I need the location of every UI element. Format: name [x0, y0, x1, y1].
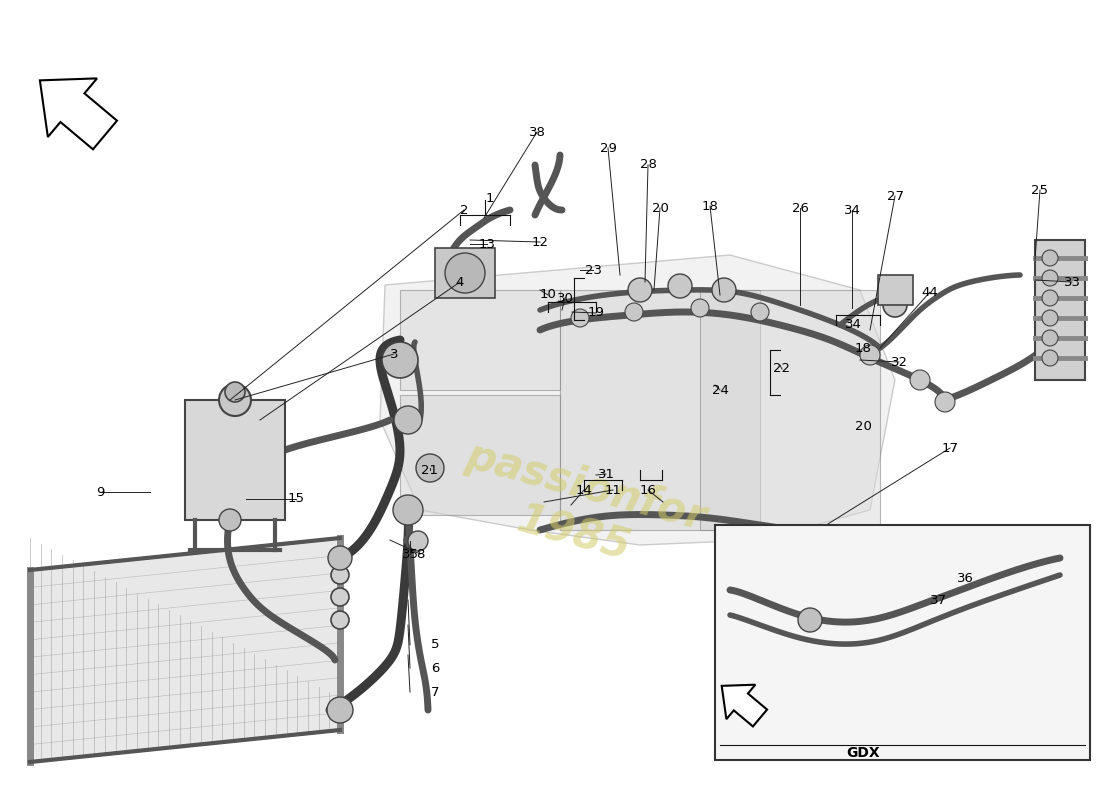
Circle shape: [625, 303, 644, 321]
FancyBboxPatch shape: [400, 290, 560, 390]
Circle shape: [883, 293, 908, 317]
Circle shape: [668, 274, 692, 298]
FancyBboxPatch shape: [1035, 240, 1085, 380]
Circle shape: [798, 608, 822, 632]
Text: 8: 8: [416, 547, 425, 561]
Text: 13: 13: [478, 238, 495, 250]
Text: GDX: GDX: [846, 746, 880, 760]
Text: 36: 36: [957, 571, 974, 585]
Circle shape: [571, 309, 588, 327]
Polygon shape: [40, 78, 117, 150]
Circle shape: [1042, 250, 1058, 266]
Text: 22: 22: [773, 362, 791, 375]
Circle shape: [1042, 350, 1058, 366]
FancyBboxPatch shape: [400, 395, 560, 515]
Text: 37: 37: [930, 594, 946, 606]
Text: 27: 27: [887, 190, 903, 202]
Text: 14: 14: [575, 483, 593, 497]
Text: 31: 31: [597, 467, 615, 481]
Text: 35: 35: [402, 547, 418, 561]
FancyBboxPatch shape: [185, 400, 285, 520]
Text: 18: 18: [702, 199, 718, 213]
Circle shape: [331, 588, 349, 606]
Circle shape: [331, 566, 349, 584]
Circle shape: [416, 454, 444, 482]
Circle shape: [331, 611, 349, 629]
Text: 10: 10: [540, 289, 557, 302]
Text: 12: 12: [531, 235, 549, 249]
Circle shape: [628, 278, 652, 302]
Text: 4: 4: [455, 275, 464, 289]
Text: 1: 1: [486, 191, 494, 205]
Circle shape: [219, 509, 241, 531]
Text: 17: 17: [942, 442, 958, 454]
Text: 33: 33: [1064, 275, 1080, 289]
Circle shape: [860, 345, 880, 365]
Text: 6: 6: [431, 662, 439, 674]
Text: 25: 25: [1032, 183, 1048, 197]
Text: 20: 20: [651, 202, 669, 214]
Circle shape: [446, 253, 485, 293]
Text: 32: 32: [891, 355, 908, 369]
Polygon shape: [722, 685, 767, 726]
FancyBboxPatch shape: [878, 275, 913, 305]
Text: 26: 26: [792, 202, 808, 214]
Polygon shape: [30, 538, 340, 762]
Circle shape: [328, 546, 352, 570]
Circle shape: [691, 299, 710, 317]
Text: 18: 18: [855, 342, 871, 354]
Text: 15: 15: [287, 493, 305, 506]
Circle shape: [394, 406, 422, 434]
Circle shape: [751, 303, 769, 321]
Circle shape: [712, 278, 736, 302]
Text: 21: 21: [421, 463, 439, 477]
Circle shape: [226, 382, 245, 402]
Text: passionfor
1985: passionfor 1985: [449, 434, 711, 586]
Text: 3: 3: [389, 347, 398, 361]
Polygon shape: [379, 255, 895, 545]
Text: 16: 16: [639, 483, 657, 497]
Circle shape: [408, 531, 428, 551]
Text: 5: 5: [431, 638, 439, 651]
Text: 30: 30: [557, 291, 573, 305]
Circle shape: [1042, 270, 1058, 286]
Text: 34: 34: [845, 318, 861, 331]
Text: 19: 19: [587, 306, 604, 319]
FancyBboxPatch shape: [700, 290, 880, 530]
Circle shape: [382, 342, 418, 378]
Text: 28: 28: [639, 158, 657, 171]
Text: 11: 11: [605, 483, 621, 497]
Circle shape: [935, 392, 955, 412]
Circle shape: [1042, 330, 1058, 346]
Text: 7: 7: [431, 686, 439, 698]
Text: 34: 34: [844, 203, 860, 217]
FancyBboxPatch shape: [560, 290, 760, 530]
Text: 38: 38: [529, 126, 546, 138]
Text: 29: 29: [600, 142, 616, 154]
Text: 24: 24: [712, 383, 728, 397]
Text: 9: 9: [96, 486, 104, 498]
Text: 20: 20: [855, 419, 871, 433]
Text: 23: 23: [584, 263, 602, 277]
Circle shape: [327, 697, 353, 723]
Circle shape: [393, 495, 424, 525]
Text: 44: 44: [922, 286, 938, 298]
Circle shape: [1042, 310, 1058, 326]
Circle shape: [910, 370, 930, 390]
Circle shape: [219, 384, 251, 416]
Circle shape: [1042, 290, 1058, 306]
Text: 2: 2: [460, 203, 469, 217]
FancyBboxPatch shape: [715, 525, 1090, 760]
FancyBboxPatch shape: [434, 248, 495, 298]
